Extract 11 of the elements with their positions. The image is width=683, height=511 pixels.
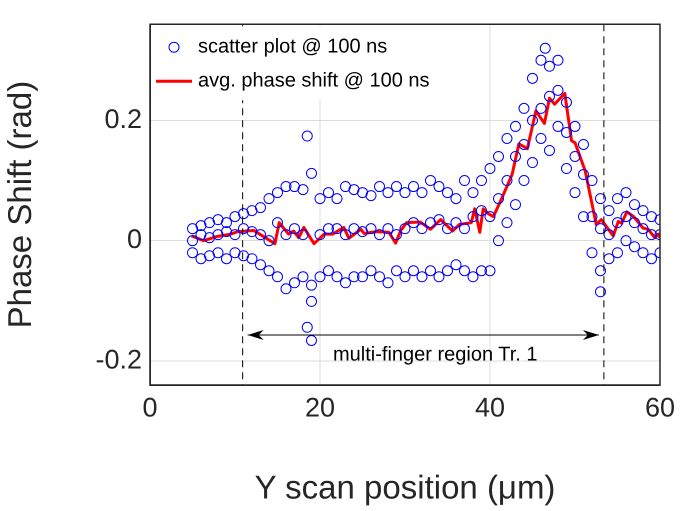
x-tick-label: 20 <box>304 392 336 423</box>
x-axis-title: Y scan position (μm) <box>254 468 556 506</box>
x-tick-label: 40 <box>474 392 506 423</box>
x-tick-label: 60 <box>644 392 676 423</box>
y-tick-label: -0.2 <box>95 344 142 374</box>
y-tick-label: 0 <box>126 224 142 254</box>
legend-label: scatter plot @ 100 ns <box>198 36 388 58</box>
legend-label: avg. phase shift @ 100 ns <box>198 70 430 92</box>
y-axis-title: Phase Shift (rad) <box>0 80 38 328</box>
annotation: multi-finger region Tr. 1 <box>333 344 538 366</box>
y-tick-label: 0.2 <box>104 104 142 134</box>
